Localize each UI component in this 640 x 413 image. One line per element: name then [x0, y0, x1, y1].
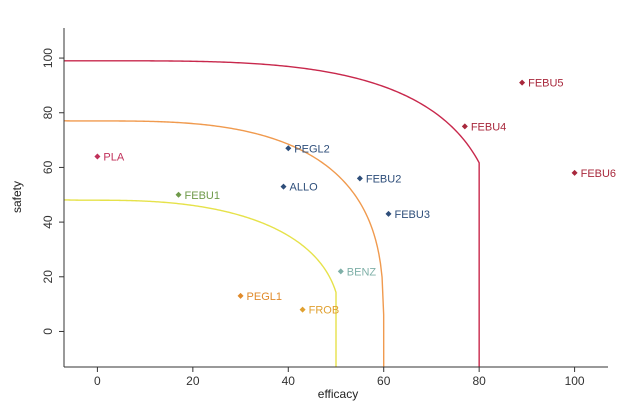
x-tick-label: 0: [94, 374, 101, 388]
frontier-curve-1: [64, 199, 337, 367]
y-axis-ticks: 0 20 40 60 80 100: [41, 48, 64, 335]
axes: 0 20 40 60 80 100 0 20 40 60 80 100 efficacy safet…: [10, 28, 608, 401]
point-marker: [337, 268, 344, 275]
point-pegl2: PEGL2: [285, 143, 330, 155]
point-marker: [280, 183, 287, 190]
y-tick-label: 20: [41, 270, 55, 284]
y-tick-label: 100: [41, 48, 55, 68]
frontier-curve-2: [64, 120, 385, 367]
point-label: BENZ: [347, 266, 377, 278]
point-febu3: FEBU3: [385, 209, 430, 221]
point-marker: [94, 153, 101, 160]
point-label: FEBU5: [528, 78, 563, 90]
x-tick-label: 100: [565, 374, 585, 388]
point-marker: [461, 123, 468, 130]
point-label: FEBU6: [581, 168, 616, 180]
y-tick-label: 0: [41, 328, 55, 335]
point-marker: [237, 292, 244, 299]
point-benz: BENZ: [337, 266, 377, 278]
y-tick-label: 40: [41, 215, 55, 229]
point-febu4: FEBU4: [461, 121, 506, 133]
x-tick-label: 40: [282, 374, 296, 388]
data-points: PLA FEBU1 PEGL2 ALLO FEBU2 FEBU3 BENZ PEGL1 FROB…: [94, 78, 616, 317]
point-label: PEGL1: [247, 291, 282, 303]
point-marker: [519, 79, 526, 86]
point-febu5: FEBU5: [519, 78, 564, 90]
point-marker: [299, 306, 306, 313]
point-label: PLA: [103, 151, 124, 163]
point-label: FEBU4: [471, 121, 506, 133]
point-pegl1: PEGL1: [237, 291, 282, 303]
point-allo: ALLO: [280, 182, 319, 194]
point-label: FEBU3: [394, 209, 429, 221]
point-febu6: FEBU6: [571, 168, 616, 180]
point-febu2: FEBU2: [356, 173, 401, 185]
x-axis-ticks: 0 20 40 60 80 100: [94, 367, 585, 388]
y-tick-label: 60: [41, 160, 55, 174]
point-label: FROB: [309, 305, 340, 317]
boundary-curves: [64, 60, 480, 367]
x-axis-title: efficacy: [318, 387, 358, 401]
frontier-curve-3: [64, 60, 480, 367]
y-tick-label: 80: [41, 106, 55, 120]
point-marker: [285, 145, 292, 152]
x-tick-label: 80: [472, 374, 486, 388]
y-axis-title: safety: [10, 181, 24, 213]
point-marker: [356, 175, 363, 182]
point-febu1: FEBU1: [175, 190, 220, 202]
point-marker: [571, 169, 578, 176]
point-pla: PLA: [94, 151, 125, 163]
point-frob: FROB: [299, 305, 340, 317]
point-label: ALLO: [290, 182, 319, 194]
point-marker: [175, 191, 182, 198]
point-marker: [385, 210, 392, 217]
x-tick-label: 20: [186, 374, 200, 388]
x-tick-label: 60: [377, 374, 391, 388]
point-label: FEBU2: [366, 173, 401, 185]
point-label: PEGL2: [294, 143, 329, 155]
point-label: FEBU1: [185, 190, 220, 202]
